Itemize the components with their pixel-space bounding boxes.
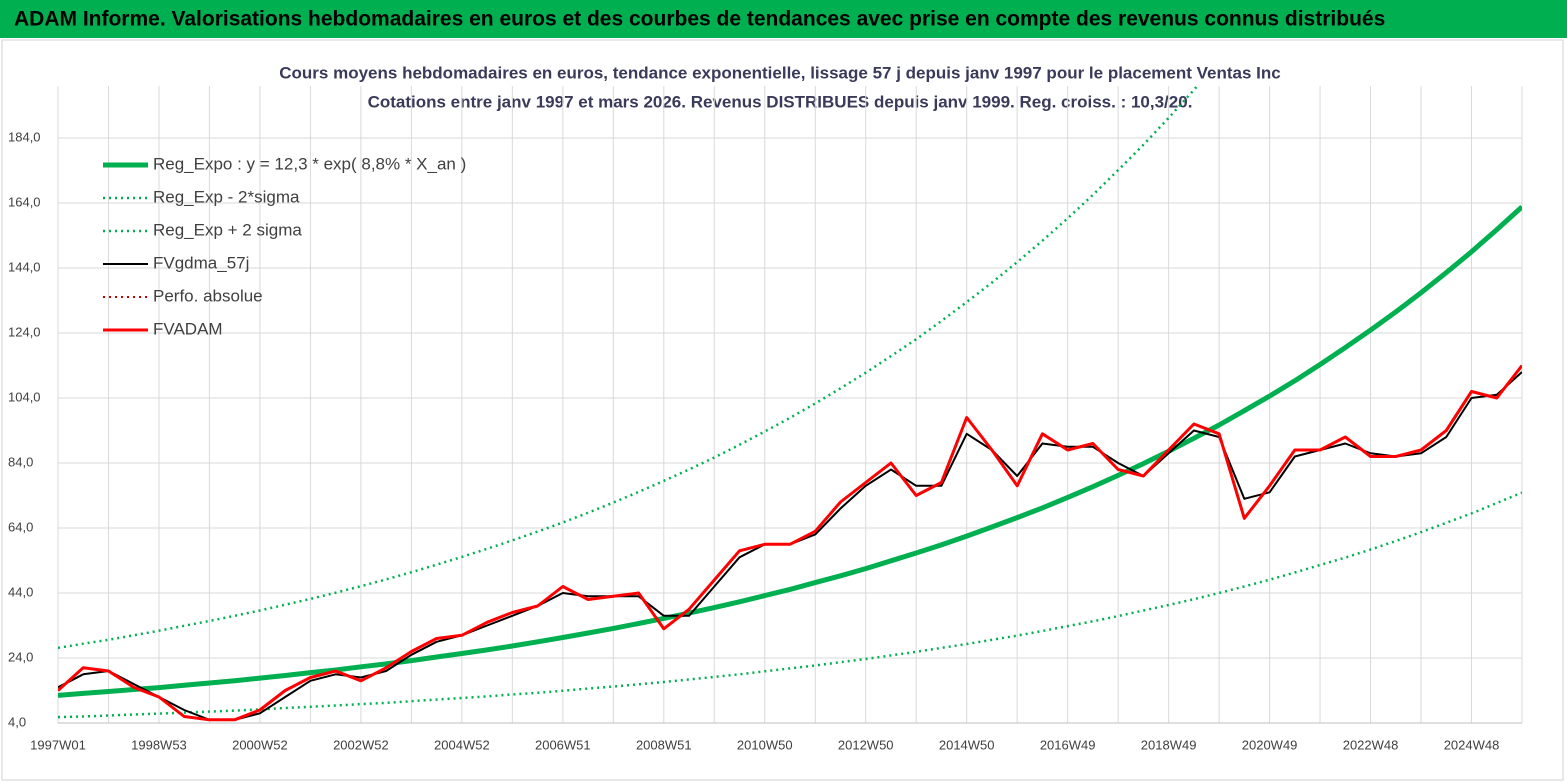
x-tick-label: 2004W52: [434, 737, 490, 752]
y-tick-label: 24,0: [8, 649, 33, 664]
x-tick-label: 2000W52: [232, 737, 288, 752]
x-tick-label: 1997W01: [30, 737, 86, 752]
x-tick-label: 2014W50: [939, 737, 995, 752]
x-tick-label: 2022W48: [1343, 737, 1399, 752]
x-tick-label: 2020W49: [1242, 737, 1298, 752]
chart-subtitle: Cours moyens hebdomadaires en euros, ten…: [279, 63, 1280, 82]
x-tick-label: 2002W52: [333, 737, 389, 752]
x-tick-label: 1998W53: [131, 737, 187, 752]
x-tick-label: 2018W49: [1141, 737, 1197, 752]
header-bar: [0, 0, 1567, 38]
chart-title: ADAM Informe. Valorisations hebdomadaire…: [14, 8, 1385, 31]
x-tick-label: 2012W50: [838, 737, 894, 752]
chart-frame: [1, 39, 1564, 781]
legend-label: Reg_Exp + 2 sigma: [153, 220, 302, 239]
legend-label: Reg_Exp - 2*sigma: [153, 187, 300, 206]
y-tick-label: 4,0: [8, 714, 26, 729]
y-tick-label: 104,0: [8, 389, 41, 404]
y-tick-label: 84,0: [8, 454, 33, 469]
series-line: [58, 491, 1522, 719]
plot-area: [58, 86, 1522, 722]
y-tick-label: 144,0: [8, 259, 41, 274]
y-tick-label: 184,0: [8, 129, 41, 144]
chart-subtitle: Cotations entre janv 1997 et mars 2026. …: [368, 92, 1193, 111]
series-line: [58, 364, 1522, 722]
x-tick-label: 2008W51: [636, 737, 692, 752]
y-tick-label: 44,0: [8, 584, 33, 599]
x-tick-label: 2024W48: [1444, 737, 1500, 752]
legend-label: Reg_Expo : y = 12,3 * exp( 8,8% * X_an ): [153, 154, 466, 173]
legend-label: FVADAM: [153, 319, 223, 338]
x-tick-label: 2006W51: [535, 737, 591, 752]
series-line: [58, 205, 1522, 698]
x-tick-label: 2016W49: [1040, 737, 1096, 752]
legend-label: Perfo. absolue: [153, 286, 263, 305]
y-tick-label: 124,0: [8, 324, 41, 339]
legend-label: FVgdma_57j: [153, 253, 249, 272]
y-tick-label: 64,0: [8, 519, 33, 534]
y-tick-label: 164,0: [8, 194, 41, 209]
x-tick-label: 2010W50: [737, 737, 793, 752]
